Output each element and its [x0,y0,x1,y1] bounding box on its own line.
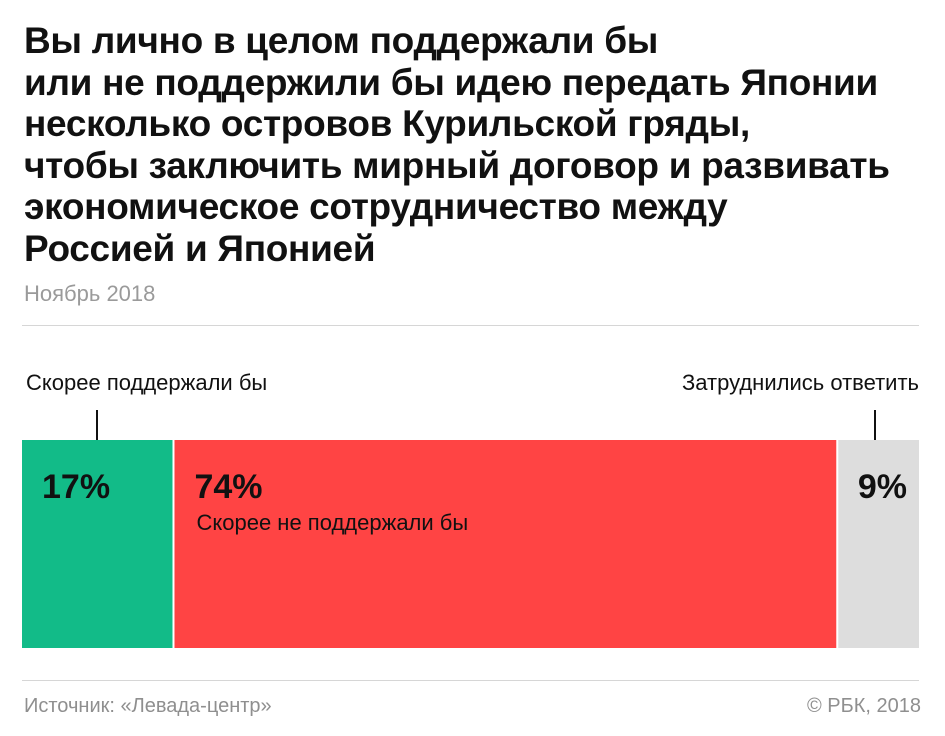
stacked-bar-chart: 17% 74% Скорее не поддержали бы 9% [22,440,919,648]
chart-title: Вы лично в целом поддержали бы или не по… [24,20,890,269]
bar-segment-support [22,440,173,648]
value-label-oppose: 74% [194,468,262,506]
value-label-support: 17% [42,468,110,506]
bar-segment-oppose [174,440,837,648]
bottom-divider [22,680,919,681]
support-callout-line [96,410,98,454]
undecided-callout-line [874,410,876,454]
chart-subtitle: Ноябрь 2018 [24,281,156,306]
value-label-undecided: 9% [858,468,907,506]
undecided-callout-label: Затруднились ответить [681,370,919,395]
category-label-oppose: Скорее не поддержали бы [196,510,468,535]
bar-segment-undecided [838,440,919,648]
top-divider [22,325,919,326]
source-note: Источник: «Левада-центр» [24,695,272,717]
copyright-note: © РБК, 2018 [806,695,921,717]
support-callout-label: Скорее поддержали бы [26,370,268,395]
